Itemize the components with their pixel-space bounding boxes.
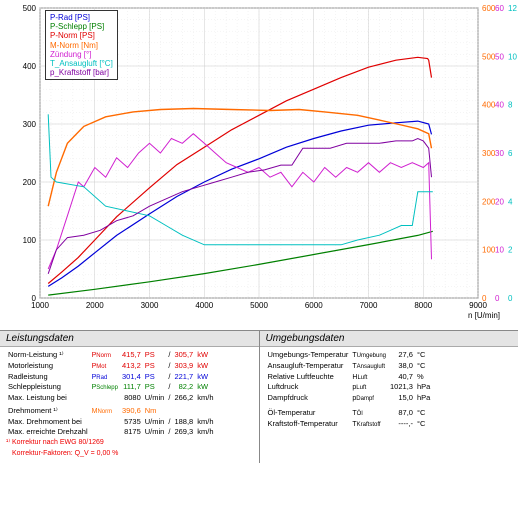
umgebung-panel: Umgebungsdaten Umgebungs-TemperaturTUmge… xyxy=(259,331,518,463)
svg-text:8000: 8000 xyxy=(414,301,432,310)
footnote-2: Korrektur-Faktoren: Q_V = 0,00 % xyxy=(6,450,253,458)
svg-text:2: 2 xyxy=(508,246,513,255)
leistung-panel: Leistungsdaten Norm-Leistung ¹⁾PNorm415,… xyxy=(0,331,259,463)
svg-text:4000: 4000 xyxy=(195,301,213,310)
umgebung-table: Umgebungs-TemperaturTUmgebung27,6°CAnsau… xyxy=(266,350,433,429)
svg-text:3000: 3000 xyxy=(141,301,159,310)
svg-text:100: 100 xyxy=(23,236,37,245)
svg-text:60: 60 xyxy=(495,4,504,13)
leistung-title: Leistungsdaten xyxy=(0,331,259,347)
footnote-1: ¹⁾ Korrektur nach EWG 80/1269 xyxy=(6,439,253,447)
svg-text:0: 0 xyxy=(495,294,500,303)
svg-text:10: 10 xyxy=(495,246,504,255)
svg-text:6: 6 xyxy=(508,149,513,158)
svg-text:200: 200 xyxy=(482,197,496,206)
svg-text:10: 10 xyxy=(508,52,517,61)
leistung-table: Norm-Leistung ¹⁾PNorm415,7PS/305,7kWMoto… xyxy=(6,350,216,436)
svg-text:600: 600 xyxy=(482,4,496,13)
data-tables: Leistungsdaten Norm-Leistung ¹⁾PNorm415,… xyxy=(0,330,518,463)
chart-legend: P-Rad [PS]P-Schlepp [PS]P-Norm [PS]M-Nor… xyxy=(45,10,118,80)
svg-text:20: 20 xyxy=(495,197,504,206)
svg-text:200: 200 xyxy=(23,178,37,187)
svg-text:500: 500 xyxy=(23,4,37,13)
svg-text:100: 100 xyxy=(482,246,496,255)
svg-text:0: 0 xyxy=(508,294,513,303)
svg-text:50: 50 xyxy=(495,52,504,61)
svg-text:300: 300 xyxy=(23,120,37,129)
svg-text:4: 4 xyxy=(508,197,513,206)
svg-text:0: 0 xyxy=(32,294,37,303)
svg-text:0: 0 xyxy=(482,294,487,303)
svg-text:7000: 7000 xyxy=(360,301,378,310)
svg-text:n [U/min]: n [U/min] xyxy=(468,311,500,320)
svg-text:400: 400 xyxy=(23,62,37,71)
svg-text:500: 500 xyxy=(482,52,496,61)
svg-text:2000: 2000 xyxy=(86,301,104,310)
umgebung-title: Umgebungsdaten xyxy=(260,331,518,347)
svg-text:8: 8 xyxy=(508,101,513,110)
svg-text:6000: 6000 xyxy=(305,301,323,310)
svg-text:12: 12 xyxy=(508,4,517,13)
svg-text:40: 40 xyxy=(495,101,504,110)
dyno-chart: 1000200030004000500060007000800090000100… xyxy=(0,0,518,330)
svg-text:300: 300 xyxy=(482,149,496,158)
svg-text:400: 400 xyxy=(482,101,496,110)
svg-text:5000: 5000 xyxy=(250,301,268,310)
svg-text:30: 30 xyxy=(495,149,504,158)
